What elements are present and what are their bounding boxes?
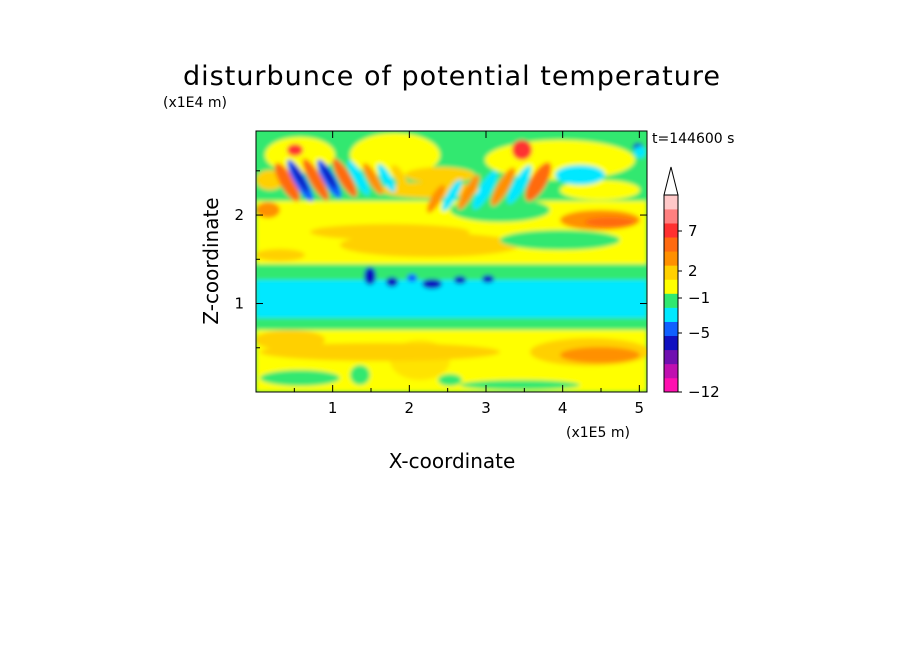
colorbar-swatch (664, 363, 678, 379)
colorbar-swatch (664, 251, 678, 266)
colorbar-swatch (664, 335, 678, 351)
colorbar-swatch (664, 195, 678, 210)
colorbar-swatch (664, 223, 678, 238)
x-tick-label: 3 (481, 399, 491, 417)
plot-area (256, 131, 647, 392)
colorbar: 7 2 −1 −5 −12 (663, 166, 720, 401)
y-tick-label: 2 (234, 206, 244, 224)
time-label: t=144600 s (652, 131, 734, 147)
y-tick-label: 1 (234, 295, 244, 313)
colorbar-swatch (664, 237, 678, 252)
colorbar-swatch (664, 293, 678, 308)
x-tick-label: 5 (635, 399, 645, 417)
x-tick-label: 2 (405, 399, 415, 417)
colorbar-extension-arrow (663, 166, 679, 196)
colorbar-tick-label: −5 (688, 324, 710, 342)
colorbar-swatch (664, 265, 678, 280)
chart-title: disturbunce of potential temperature (183, 61, 721, 92)
x-axis-label: X-coordinate (389, 449, 516, 473)
y-unit-label: (x1E4 m) (163, 95, 227, 111)
plot-frame (255, 130, 648, 393)
colorbar-swatch (664, 349, 678, 365)
y-axis: 12 (234, 170, 647, 349)
colorbar-swatch (664, 279, 678, 294)
colorbar-tick-label: 2 (688, 262, 698, 280)
colorbar-tick-label: −1 (688, 289, 710, 307)
contour-field (256, 131, 647, 392)
x-unit-label: (x1E5 m) (566, 425, 630, 441)
colorbar-swatch (664, 307, 678, 322)
colorbar-swatch (664, 209, 678, 224)
x-tick-label: 4 (558, 399, 568, 417)
x-axis: 1 2 3 4 5 (293, 131, 645, 417)
x-tick-label: 1 (328, 399, 338, 417)
colorbar-tick-label: −12 (688, 383, 720, 401)
colorbar-swatch (664, 321, 678, 337)
colorbar-swatch (664, 377, 678, 393)
colorbar-tick-label: 7 (688, 222, 698, 240)
y-axis-label: Z-coordinate (199, 197, 223, 324)
